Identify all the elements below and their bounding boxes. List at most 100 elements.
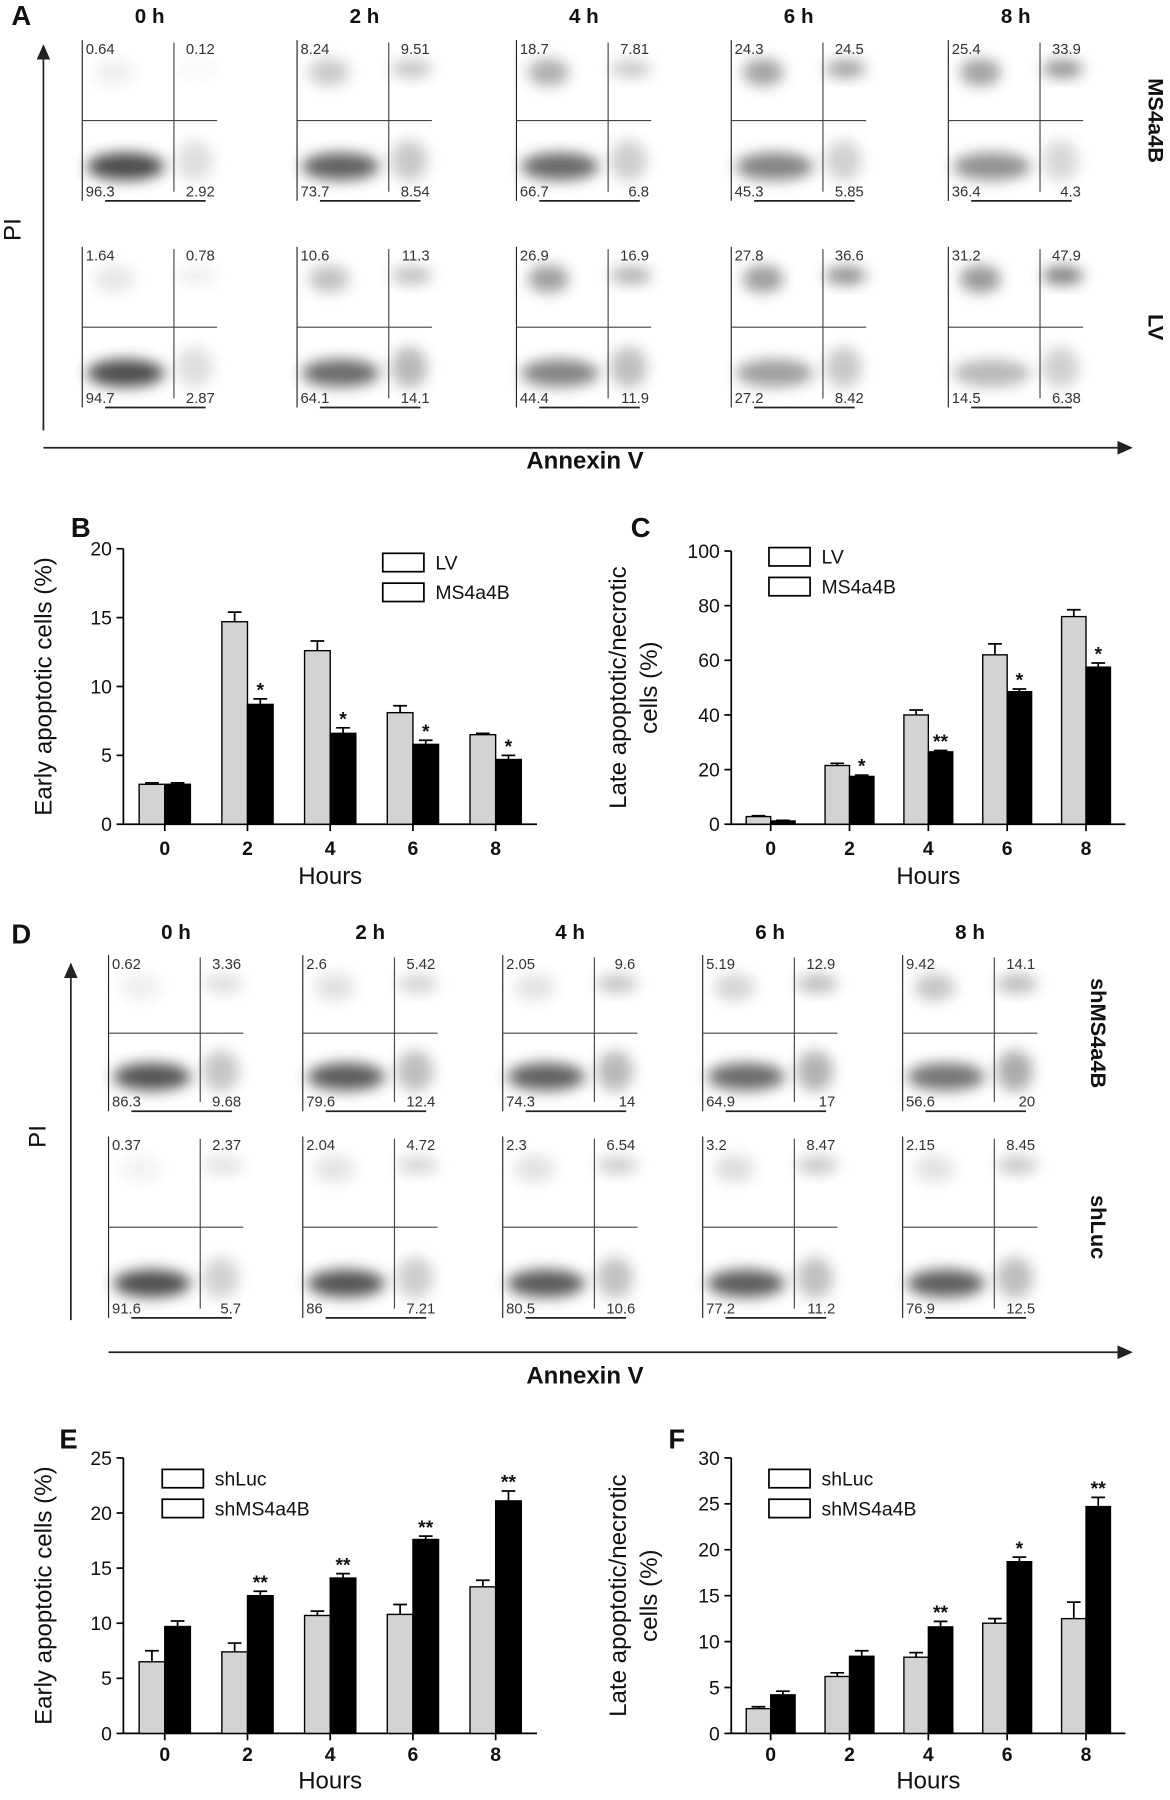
legend-swatch (768, 1498, 811, 1519)
cell-density (742, 58, 784, 87)
significance-mark: ** (933, 1602, 949, 1624)
panel-label: D (11, 919, 31, 950)
y-tick-label: 15 (698, 1586, 720, 1608)
cell-density (113, 1269, 191, 1298)
error-bar (227, 611, 242, 622)
quadrant-percent: 2.92 (186, 184, 215, 200)
x-tick-label: 2 (242, 838, 253, 860)
cell-density (714, 973, 756, 1002)
quadrant-percent: 45.3 (735, 184, 764, 200)
x-axis-label: Hours (896, 863, 960, 890)
legend-label: MS4a4B (435, 582, 509, 604)
cell-density (707, 1269, 785, 1298)
error-bar (1066, 1601, 1081, 1619)
panel-label: A (11, 0, 31, 31)
quadrant-percent: 2.04 (306, 1138, 335, 1154)
cell-density (996, 1155, 1038, 1175)
cell-density (796, 1155, 838, 1175)
legend-swatch (161, 1468, 205, 1489)
x-tick-label: 4 (325, 1744, 336, 1766)
quadrant-percent: 10.6 (606, 1301, 635, 1317)
panel-label: B (71, 512, 91, 543)
legend-label: MS4a4B (822, 576, 896, 598)
quadrant-percent: 2.37 (212, 1138, 241, 1154)
cell-density (610, 346, 647, 389)
time-point-label: 4 h (569, 5, 599, 28)
bar (1060, 615, 1087, 825)
error-bar (170, 1620, 185, 1627)
y-tick-label: 15 (90, 1558, 112, 1580)
quadrant-percent: 12.4 (406, 1095, 435, 1111)
error-bar (475, 732, 490, 735)
cell-density (396, 1050, 434, 1092)
y-tick-label: 80 (698, 596, 720, 618)
y-axis-label: Early apoptotic cells (%) (30, 557, 57, 816)
bar (469, 1586, 497, 1735)
cell-density (596, 1257, 634, 1299)
legend-label: LV (435, 552, 457, 574)
significance-mark: * (505, 736, 513, 758)
x-tick-label: 2 (242, 1744, 253, 1766)
quadrant-percent: 44.4 (520, 391, 549, 407)
quadrant-percent: 94.7 (86, 391, 115, 407)
cell-density (825, 140, 862, 182)
quadrant-percent: 2.3 (506, 1138, 527, 1154)
error-bar (501, 754, 516, 760)
cell-density (176, 60, 217, 78)
cell-density (514, 1154, 556, 1183)
error-bar (1012, 1556, 1027, 1562)
cell-density (796, 1050, 834, 1092)
quadrant-percent: 7.81 (620, 42, 649, 58)
row-label: shMS4a4B (1086, 978, 1111, 1088)
bar (1085, 1505, 1112, 1735)
quadrant-percent: 4.72 (406, 1138, 435, 1154)
y-tick-label: 100 (687, 541, 720, 563)
bar (848, 775, 875, 825)
panel-label: E (59, 1424, 77, 1455)
cell-density (314, 1154, 356, 1183)
quadrant-percent: 2.15 (906, 1138, 935, 1154)
quadrant-percent: 12.9 (806, 957, 835, 973)
bar (1006, 691, 1033, 825)
bar (164, 1625, 192, 1735)
cell-density (396, 974, 438, 993)
cell-density (119, 1154, 162, 1183)
error-bar (145, 782, 159, 785)
cell-density (707, 1063, 785, 1091)
row-label: LV (1143, 314, 1168, 341)
cell-density (86, 359, 165, 387)
cell-density (825, 346, 862, 389)
x-tick-label: 6 (1002, 1744, 1013, 1766)
cell-density (396, 1257, 434, 1299)
bar (903, 1656, 930, 1735)
error-bar (310, 640, 325, 651)
cell-density (521, 359, 599, 387)
row-label: shLuc (1086, 1195, 1111, 1259)
bar (769, 820, 796, 825)
error-bar (909, 709, 923, 715)
quadrant-percent: 25.4 (952, 42, 981, 58)
quadrant-percent: 33.9 (1052, 42, 1081, 58)
cell-density (1042, 140, 1079, 182)
y-tick-label: 10 (90, 676, 112, 698)
y-tick-label: 0 (709, 814, 720, 836)
bar (246, 1594, 274, 1735)
x-axis-label: Annexin V (526, 447, 643, 474)
error-bar (418, 1535, 433, 1540)
y-tick-label: 0 (101, 1723, 112, 1745)
cell-density (301, 152, 380, 181)
quadrant-percent: 5.19 (706, 957, 735, 973)
cell-density (735, 152, 814, 181)
x-tick-label: 6 (408, 1744, 419, 1766)
significance-mark: ** (933, 731, 949, 753)
cell-density (93, 58, 135, 87)
bar (745, 815, 772, 825)
quadrant-percent: 86 (306, 1301, 323, 1317)
bar (745, 1707, 772, 1735)
y-tick-label: 15 (90, 607, 112, 629)
quadrant-percent: 0.62 (112, 957, 141, 973)
time-point-label: 4 h (555, 921, 585, 944)
y-tick-label: 25 (90, 1448, 112, 1470)
legend-swatch (161, 1498, 205, 1519)
cell-density (610, 59, 652, 79)
